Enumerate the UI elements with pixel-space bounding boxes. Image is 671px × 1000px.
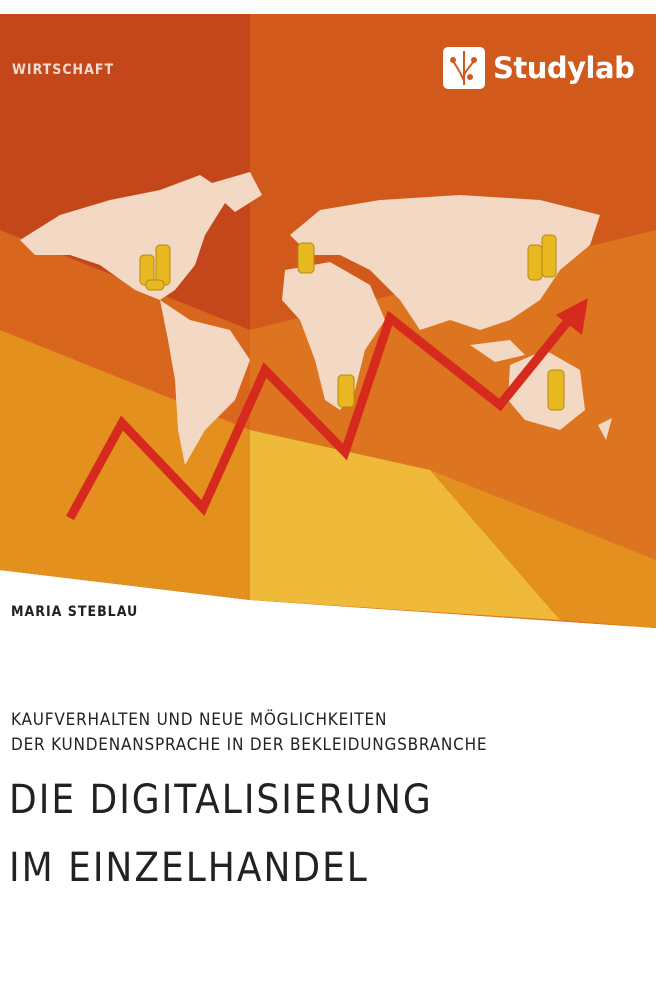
subtitle-line-2: DER KUNDENANSPRACHE IN DER BEKLEIDUNGSBR… bbox=[11, 735, 488, 755]
subtitle: KAUFVERHALTEN UND NEUE MÖGLICHKEITEN DER… bbox=[11, 708, 487, 758]
title-line-2: IM EINZELHANDEL bbox=[9, 845, 369, 891]
publisher-name: Studylab bbox=[493, 51, 635, 85]
subtitle-line-1: KAUFVERHALTEN UND NEUE MÖGLICHKEITEN bbox=[11, 710, 388, 730]
bg-yellow bbox=[250, 430, 560, 620]
publisher-logo: Studylab bbox=[443, 47, 635, 89]
book-title: DIE DIGITALISIERUNG IM EINZELHANDEL bbox=[9, 766, 433, 902]
bg-amber-right bbox=[430, 470, 656, 628]
author-name: MARIA STEBLAU bbox=[11, 604, 139, 620]
bg-band-amber bbox=[0, 330, 250, 600]
rising-arrow-icon bbox=[66, 298, 588, 521]
gold-coins-icon bbox=[139, 234, 565, 411]
cover-illustration bbox=[0, 14, 656, 628]
world-map-icon bbox=[20, 172, 612, 465]
title-line-1: DIE DIGITALISIERUNG bbox=[9, 777, 433, 823]
studylab-logo-icon bbox=[443, 47, 485, 89]
series-label: WIRTSCHAFT bbox=[12, 62, 115, 78]
